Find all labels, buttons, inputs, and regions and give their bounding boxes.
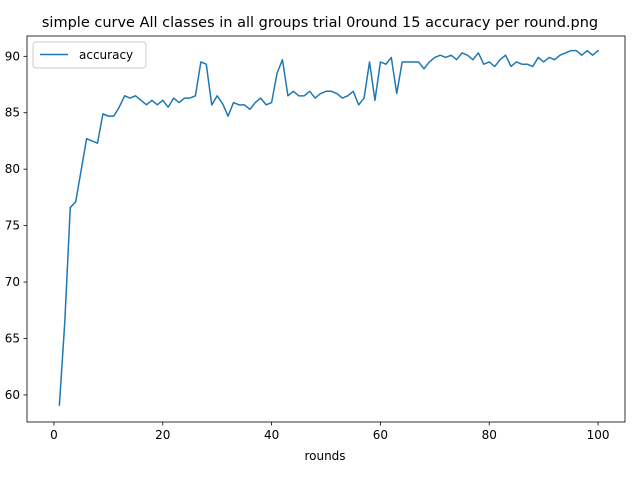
y-axis: 60 65 70 75 80 85 90	[5, 49, 27, 402]
series-layer	[58, 49, 600, 406]
x-axis-label: rounds	[304, 449, 345, 463]
y-tick-label: 90	[5, 49, 20, 63]
x-tick-label: 100	[587, 428, 610, 442]
legend-box	[32, 41, 147, 69]
legend: accuracy	[32, 41, 147, 69]
legend-label-accuracy: accuracy	[79, 48, 133, 62]
y-tick-label: 70	[5, 275, 20, 289]
x-tick-label: 0	[50, 428, 58, 442]
plot-frame	[26, 35, 626, 423]
x-tick-label: 80	[482, 428, 497, 442]
y-tick-label: 75	[5, 219, 20, 233]
y-tick-label: 85	[5, 106, 20, 120]
y-tick-label: 60	[5, 388, 20, 402]
x-axis: 0 20 40 60 80 100	[50, 422, 610, 442]
x-tick-label: 20	[155, 428, 170, 442]
y-tick-label: 65	[5, 331, 20, 345]
x-tick-label: 60	[373, 428, 388, 442]
chart-title: simple curve All classes in all groups t…	[42, 15, 598, 31]
plot-area	[26, 35, 626, 423]
x-tick-label: 40	[264, 428, 279, 442]
series-line-accuracy	[58, 49, 600, 406]
y-tick-label: 80	[5, 162, 20, 176]
